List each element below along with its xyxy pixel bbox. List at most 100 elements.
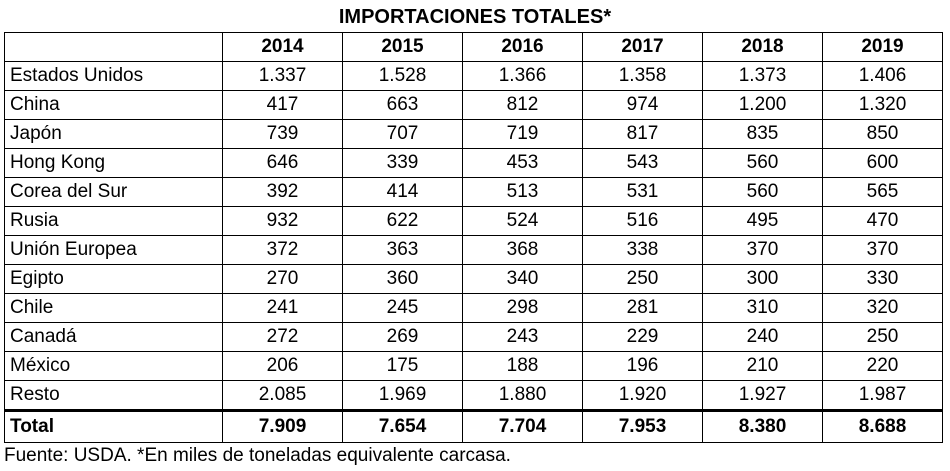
import-value: 220: [822, 351, 943, 381]
country-label: Unión Europea: [4, 235, 223, 265]
import-value: 1.406: [822, 61, 943, 91]
import-value: 531: [582, 177, 703, 207]
import-value: 470: [822, 206, 943, 236]
import-value: 850: [822, 119, 943, 149]
import-value: 330: [822, 264, 943, 294]
import-value: 560: [702, 148, 823, 178]
import-value: 229: [582, 322, 703, 352]
country-label: Canadá: [4, 322, 223, 352]
country-label: Corea del Sur: [4, 177, 223, 207]
import-value: 210: [702, 351, 823, 381]
import-value: 1.880: [462, 380, 583, 411]
header-empty-cell: [4, 32, 223, 62]
table-title: IMPORTACIONES TOTALES*: [338, 6, 612, 28]
table-row: Estados Unidos 1.337 1.528 1.366 1.358 1.373 1…: [4, 61, 943, 91]
table-row: Corea del Sur 392 414 513 531 560 565: [4, 177, 943, 207]
import-value: 363: [342, 235, 463, 265]
import-value: 269: [342, 322, 463, 352]
import-value: 453: [462, 148, 583, 178]
import-value: 240: [702, 322, 823, 352]
import-value: 513: [462, 177, 583, 207]
country-label: Japón: [4, 119, 223, 149]
table-row: Unión Europea 372 363 368 338 370 370: [4, 235, 943, 265]
table-row: México 206 175 188 196 210 220: [4, 351, 943, 381]
total-row: Total 7.909 7.654 7.704 7.953 8.380 8.68…: [4, 409, 943, 443]
import-value: 565: [822, 177, 943, 207]
import-value: 414: [342, 177, 463, 207]
import-value: 368: [462, 235, 583, 265]
import-value: 196: [582, 351, 703, 381]
year-header: 2015: [342, 32, 463, 62]
import-value: 932: [222, 206, 343, 236]
country-label: China: [4, 90, 223, 120]
import-value: 516: [582, 206, 703, 236]
year-header: 2017: [582, 32, 703, 62]
table-row: Egipto 270 360 340 250 300 330: [4, 264, 943, 294]
import-value: 646: [222, 148, 343, 178]
table-row: Resto 2.085 1.969 1.880 1.920 1.927 1.987: [4, 380, 943, 411]
import-value: 392: [222, 177, 343, 207]
import-value: 300: [702, 264, 823, 294]
import-value: 272: [222, 322, 343, 352]
import-value: 370: [822, 235, 943, 265]
import-value: 1.927: [702, 380, 823, 411]
table-row: Hong Kong 646 339 453 543 560 600: [4, 148, 943, 178]
country-label: Hong Kong: [4, 148, 223, 178]
import-value: 417: [222, 90, 343, 120]
import-value: 835: [702, 119, 823, 149]
import-value: 372: [222, 235, 343, 265]
import-value: 974: [582, 90, 703, 120]
total-value: 7.654: [342, 409, 463, 443]
import-value: 1.987: [822, 380, 943, 411]
year-header: 2018: [702, 32, 823, 62]
import-value: 663: [342, 90, 463, 120]
year-header: 2019: [822, 32, 943, 62]
import-value: 1.320: [822, 90, 943, 120]
country-label: Estados Unidos: [4, 61, 223, 91]
table-row: China 417 663 812 974 1.200 1.320: [4, 90, 943, 120]
import-value: 360: [342, 264, 463, 294]
table-row: Rusia 932 622 524 516 495 470: [4, 206, 943, 236]
import-value: 270: [222, 264, 343, 294]
import-value: 243: [462, 322, 583, 352]
import-value: 206: [222, 351, 343, 381]
total-value: 7.953: [582, 409, 703, 443]
total-value: 8.688: [822, 409, 943, 443]
import-value: 495: [702, 206, 823, 236]
import-value: 1.200: [702, 90, 823, 120]
import-value: 600: [822, 148, 943, 178]
total-value: 8.380: [702, 409, 823, 443]
import-value: 245: [342, 293, 463, 323]
import-value: 543: [582, 148, 703, 178]
import-value: 175: [342, 351, 463, 381]
total-value: 7.704: [462, 409, 583, 443]
import-value: 739: [222, 119, 343, 149]
country-label: México: [4, 351, 223, 381]
import-value: 281: [582, 293, 703, 323]
header-row: 2014 2015 2016 2017 2018 2019: [4, 32, 943, 62]
import-value: 524: [462, 206, 583, 236]
import-value: 250: [582, 264, 703, 294]
import-value: 250: [822, 322, 943, 352]
import-value: 370: [702, 235, 823, 265]
table-row: Japón 739 707 719 817 835 850: [4, 119, 943, 149]
import-value: 2.085: [222, 380, 343, 411]
import-value: 812: [462, 90, 583, 120]
table-row: Canadá 272 269 243 229 240 250: [4, 322, 943, 352]
import-value: 310: [702, 293, 823, 323]
table-body: Estados Unidos 1.337 1.528 1.366 1.358 1.373 1…: [4, 61, 943, 411]
import-value: 1.373: [702, 61, 823, 91]
import-value: 1.969: [342, 380, 463, 411]
country-label: Egipto: [4, 264, 223, 294]
year-header: 2014: [222, 32, 343, 62]
import-value: 1.920: [582, 380, 703, 411]
country-label: Resto: [4, 380, 223, 411]
year-header: 2016: [462, 32, 583, 62]
total-label: Total: [4, 409, 223, 443]
import-value: 817: [582, 119, 703, 149]
imports-table: 2014 2015 2016 2017 2018 2019 Estados Un…: [4, 32, 943, 443]
import-value: 1.358: [582, 61, 703, 91]
import-value: 707: [342, 119, 463, 149]
import-value: 241: [222, 293, 343, 323]
import-value: 1.528: [342, 61, 463, 91]
